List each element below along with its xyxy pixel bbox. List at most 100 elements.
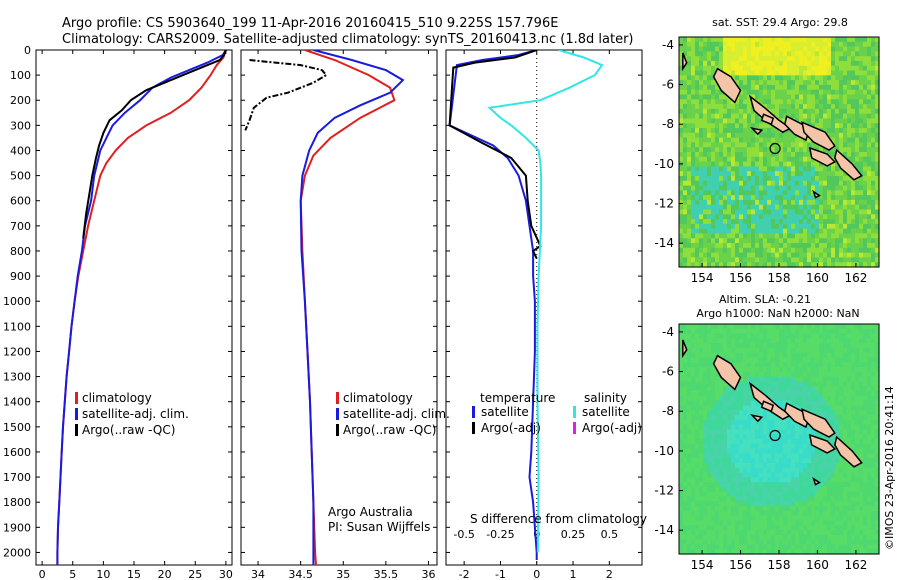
y-tick-label: 800 [10, 245, 31, 258]
sst-map-title: sat. SST: 29.4 Argo: 29.8 [712, 16, 848, 29]
sla-map-title-line2: Argo h1000: NaN h2000: NaN [696, 307, 859, 320]
x-tick-label: -1 [495, 568, 506, 580]
island [748, 94, 792, 134]
legend-satellite-adj: satellite-adj. clim. [343, 407, 450, 421]
y-tick-label: 100 [10, 69, 31, 82]
islands [682, 52, 863, 199]
y-tick-label: 200 [10, 94, 31, 107]
island [712, 67, 742, 104]
x-tick-label: 20 [158, 568, 172, 580]
x-tick-label: 10 [96, 568, 110, 580]
x2-tick-label: -0.25 [486, 528, 514, 541]
y-tick-label: 1500 [3, 421, 31, 434]
y-tick-label: -6 [662, 365, 674, 379]
island [808, 146, 837, 167]
island [801, 408, 836, 438]
series-temperature-satellite [448, 50, 538, 560]
y-tick-label: 2000 [3, 546, 31, 559]
island [712, 354, 742, 391]
island [834, 435, 863, 468]
island [760, 400, 775, 413]
series-salinity-satellite [487, 50, 604, 553]
x-tick-label: 154 [691, 558, 714, 572]
x-tick-label: 2 [606, 568, 613, 580]
legend-temperature-header: temperature [480, 391, 555, 405]
y-tick-label: -14 [654, 236, 674, 250]
y-tick-label: 1000 [3, 295, 31, 308]
sla-map-panel: 154 156 158 160 162 -4 -6 -8 -10 -12 -14 [654, 323, 880, 572]
s-difference-axis-title: S difference from climatology [470, 512, 647, 526]
figure-title-line1: Argo profile: CS 5903640_199 11-Apr-2016… [62, 16, 558, 31]
series-argo-raw-qc- [244, 59, 328, 131]
sla-map-title-line1: Altim. SLA: -0.21 [719, 293, 811, 306]
series-satellite-adj-clim- [299, 50, 405, 565]
y-tick-label: 600 [10, 195, 31, 208]
x-tick-label: 162 [844, 558, 867, 572]
y-tick-label: -10 [654, 444, 674, 458]
y-tick-label: -6 [662, 78, 674, 92]
x-tick-label: 35 [336, 568, 350, 580]
y-tick-label: -12 [654, 484, 674, 498]
y-tick-label: -4 [662, 38, 674, 52]
island [812, 189, 821, 199]
legend-argo: Argo(..raw -QC) [82, 423, 175, 437]
y-tick-label: 1700 [3, 471, 31, 484]
legend-sal-satellite: satellite [582, 405, 630, 419]
y-tick-label: 500 [10, 170, 31, 183]
island [760, 113, 775, 126]
island [749, 126, 764, 136]
series-argo-raw-qc- [82, 50, 227, 239]
y-tick-label: 0 [24, 44, 31, 57]
island [749, 413, 764, 423]
x-tick-label: 0 [39, 568, 46, 580]
x-tick-label: 154 [691, 271, 714, 285]
y-tick-label: -14 [654, 523, 674, 537]
y-tick-label: 700 [10, 220, 31, 233]
x-tick-label: 158 [768, 558, 791, 572]
y-tick-label: -8 [662, 117, 674, 131]
x-tick-label: 30 [219, 568, 233, 580]
temperature-panel: 0100200300400500600700800900100011001200… [3, 44, 233, 580]
island [682, 339, 688, 359]
legend-temp-argo: Argo(-adj) [481, 421, 541, 435]
y-tick-label: 1300 [3, 371, 31, 384]
float-position-circle-icon [769, 142, 781, 155]
legend-temp-satellite: satellite [481, 405, 529, 419]
x-tick-label: 34.5 [288, 568, 313, 580]
figure-title-line2: Climatology: CARS2009. Satellite-adjuste… [62, 32, 634, 47]
x-tick-label: 35.5 [374, 568, 399, 580]
sst-map-panel: 154 156 158 160 162 -4 -6 -8 -10 -12 -14 [654, 36, 880, 285]
legend-argo: Argo(..raw -QC) [343, 423, 436, 437]
temperature-legend: climatology satellite-adj. clim. Argo(..… [75, 391, 189, 437]
y-tick-label: -10 [654, 157, 674, 171]
x-tick-label: 160 [806, 558, 829, 572]
x-tick-label: 158 [768, 271, 791, 285]
x-tick-label: 36 [421, 568, 435, 580]
x-tick-label: -2 [459, 568, 470, 580]
legend-climatology: climatology [343, 391, 413, 405]
float-position-circle-icon [769, 429, 781, 442]
imos-timestamp: ©IMOS 23-Apr-2016 20:41:14 [883, 386, 896, 550]
x-tick-label: 5 [69, 568, 76, 580]
island [682, 52, 688, 72]
legend-climatology: climatology [82, 391, 152, 405]
y-tick-label: -8 [662, 404, 674, 418]
plot-frame [240, 49, 438, 566]
x-tick-label: 156 [729, 558, 752, 572]
island [801, 121, 836, 151]
y-tick-label: 900 [10, 270, 31, 283]
salinity-legend: climatology satellite-adj. clim. Argo(..… [328, 391, 450, 534]
y-tick-label: 1200 [3, 345, 31, 358]
y-tick-label: -12 [654, 197, 674, 211]
difference-legend: temperature satellite Argo(-adj) salinit… [470, 391, 647, 526]
x2-tick-label: 0.5 [601, 528, 619, 541]
y-tick-label: 1900 [3, 521, 31, 534]
x-tick-label: 1 [570, 568, 577, 580]
x-tick-label: 15 [127, 568, 141, 580]
y-tick-label: -4 [662, 325, 674, 339]
credit-line2: PI: Susan Wijffels [328, 520, 430, 534]
y-tick-label: 400 [10, 144, 31, 157]
